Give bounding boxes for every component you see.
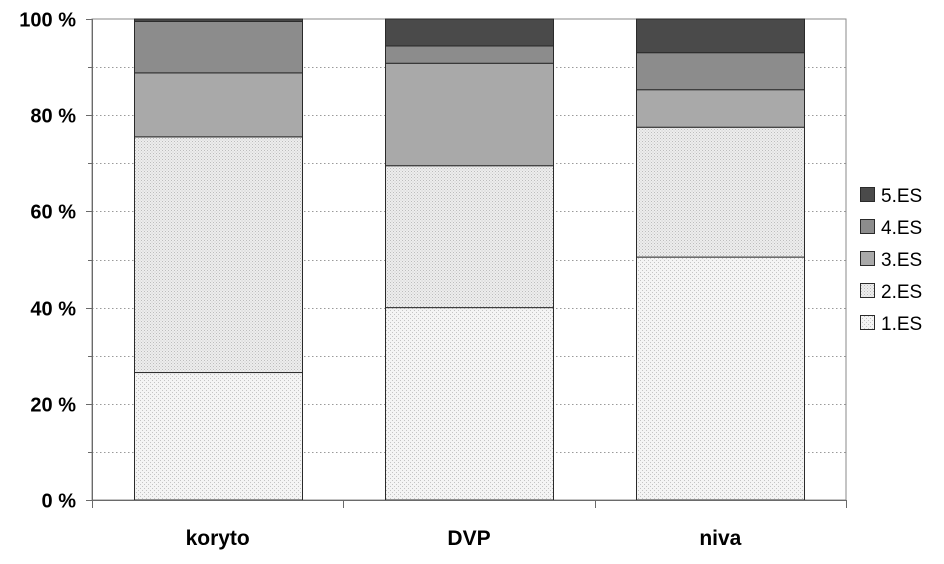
bar-segment-koryto-1es (134, 372, 303, 501)
y-tick-label: 80 % (30, 106, 76, 128)
y-tick-label: 60 % (30, 202, 76, 224)
legend-label-1es: 1.ES (881, 314, 922, 335)
bar-segment-niva-5es (636, 18, 805, 54)
y-tick-label: 0 % (42, 491, 77, 513)
y-tick-label: 100 % (19, 10, 76, 32)
bar-segment-koryto-2es (134, 136, 303, 374)
bar-segment-niva-1es (636, 256, 805, 501)
legend-swatch-1es (860, 315, 875, 330)
legend-swatch-3es (860, 251, 875, 266)
legend-swatch-5es (860, 187, 875, 202)
x-tick-label-niva: niva (699, 527, 741, 550)
bar-segment-dvp-4es (385, 45, 554, 64)
legend: 5.ES 4.ES 3.ES 2.ES 1.ES (860, 186, 922, 335)
bar-segment-niva-4es (636, 52, 805, 91)
bars-layer (134, 18, 805, 501)
bar-segment-niva-3es (636, 89, 805, 128)
y-tick-label: 20 % (30, 395, 76, 417)
legend-label-2es: 2.ES (881, 282, 922, 303)
bar-segment-koryto-4es (134, 20, 303, 74)
legend-swatch-2es (860, 283, 875, 298)
bar-segment-dvp-3es (385, 62, 554, 167)
bar-segment-dvp-2es (385, 165, 554, 309)
legend-label-3es: 3.ES (881, 250, 922, 271)
bar-segment-dvp-5es (385, 18, 554, 47)
axis-layer: 0 % 20 % 40 % 60 % 80 % 100 % koryto DVP niva (19, 10, 847, 550)
x-tick-label-koryto: koryto (186, 527, 250, 550)
bar-segment-niva-2es (636, 126, 805, 258)
x-tick-label-dvp: DVP (447, 527, 490, 550)
bar-segment-koryto-3es (134, 72, 303, 138)
legend-label-5es: 5.ES (881, 186, 922, 207)
bar-segment-koryto-5es (134, 18, 303, 22)
legend-swatch-4es (860, 219, 875, 234)
legend-label-4es: 4.ES (881, 218, 922, 239)
y-tick-label: 40 % (30, 299, 76, 321)
bar-segment-dvp-1es (385, 307, 554, 501)
